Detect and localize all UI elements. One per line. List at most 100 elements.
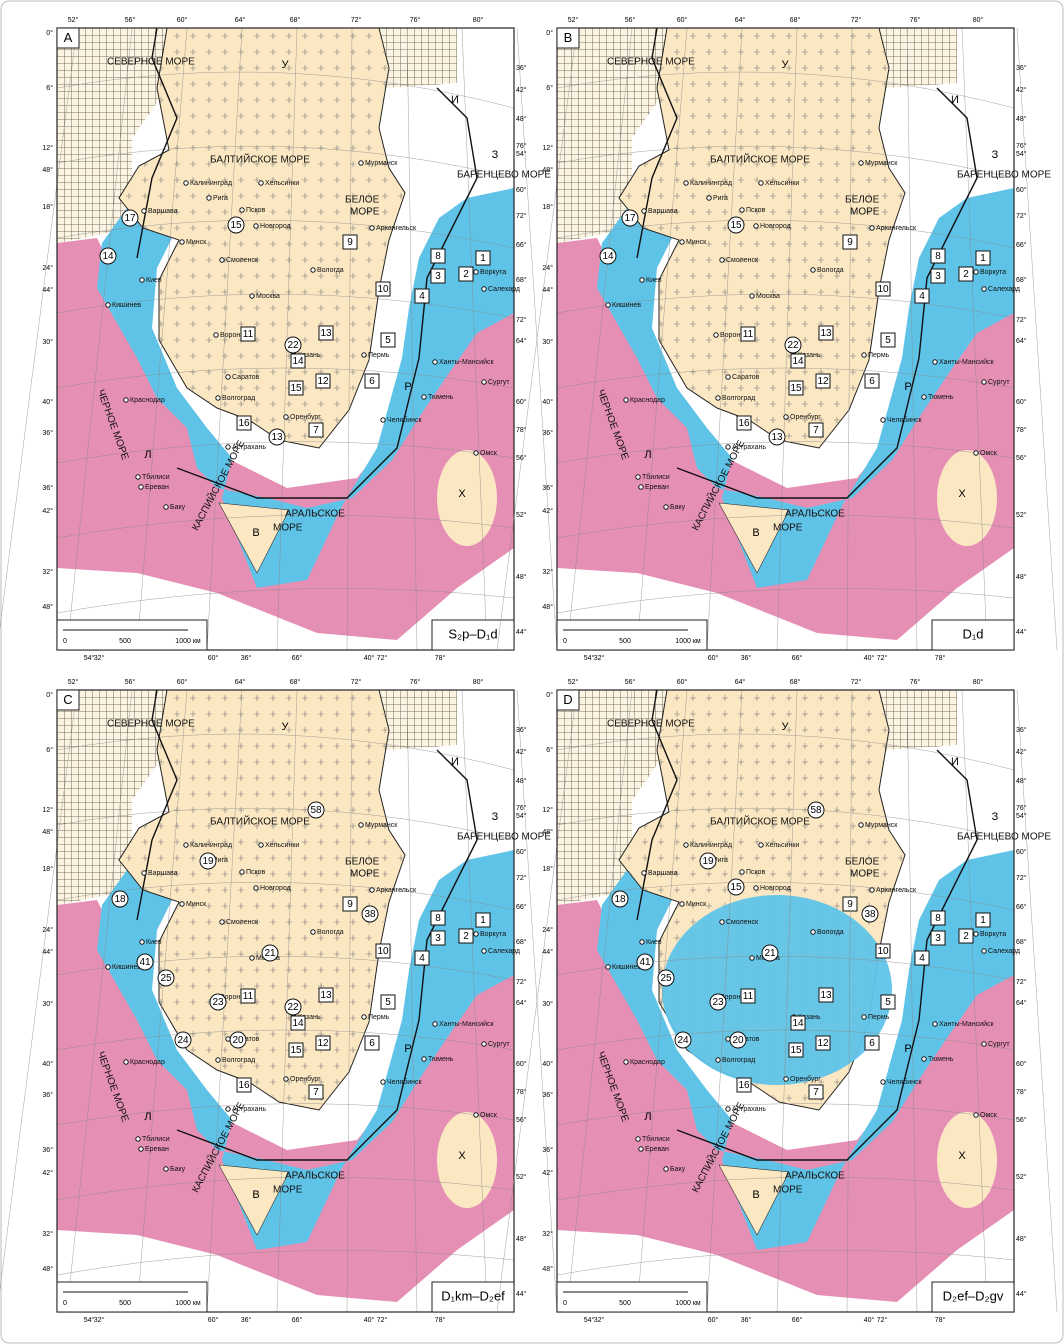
- site-box: [342, 896, 358, 912]
- lon-label: 64°: [735, 678, 746, 686]
- lat-label: 42°: [1016, 86, 1027, 94]
- site-label: 10: [377, 284, 389, 295]
- city-marker: [183, 842, 189, 848]
- lat-label: 48°: [516, 1235, 527, 1243]
- parallel: [556, 1250, 1015, 1276]
- city-marker: [105, 302, 111, 308]
- sea-label: СЕВЕРНОЕ МОРЕ: [107, 57, 195, 68]
- site-label: 2: [963, 931, 969, 942]
- city-marker: [361, 1014, 367, 1020]
- region-label: Р: [404, 381, 411, 393]
- city-marker: [981, 286, 987, 292]
- city-label: Астрахань: [232, 444, 266, 451]
- lat-label: 48°: [542, 828, 553, 836]
- city-label: Псков: [246, 207, 266, 214]
- city-label: Хельсинки: [765, 842, 799, 849]
- lon-label: 40°: [864, 654, 875, 662]
- city-label: Варшава: [648, 208, 678, 215]
- city-label: Казань: [798, 352, 821, 359]
- site-circle: [361, 905, 379, 923]
- city-marker: [758, 180, 764, 186]
- lat-label: 52°: [516, 1173, 527, 1181]
- lon-label: 40°: [364, 1316, 375, 1324]
- city-label: Волгоград: [222, 395, 255, 402]
- site-label: 2: [463, 269, 469, 280]
- region-label: З: [992, 811, 999, 823]
- site-box: [315, 1035, 331, 1051]
- lon-label: 78°: [435, 1316, 446, 1324]
- lat-label: 64°: [1016, 999, 1027, 1007]
- scale-label: 1000 км: [175, 638, 201, 645]
- lat-label: 68°: [516, 938, 527, 946]
- site-label: 1: [480, 915, 486, 926]
- site-label: 15: [790, 383, 802, 394]
- platform-boundary: [136, 689, 178, 921]
- site-circle: [768, 428, 786, 446]
- site-label: 11: [743, 991, 754, 1002]
- scale-label: 0: [563, 638, 567, 645]
- site-label: 2: [463, 931, 469, 942]
- scale-box: [556, 619, 708, 651]
- site-box: [958, 928, 974, 944]
- scale-box: [56, 1281, 208, 1313]
- meridian: [1016, 27, 1058, 651]
- city-label: Новгород: [260, 223, 291, 230]
- lon-label: 52°: [68, 16, 79, 24]
- sea-label: МОРЕ: [773, 1185, 803, 1196]
- site-label: 16: [738, 1080, 750, 1091]
- site-box: [930, 248, 946, 264]
- site-label: 16: [238, 418, 250, 429]
- parallel: [56, 1103, 515, 1126]
- site-label: 6: [869, 376, 875, 387]
- lat-label: 30°: [542, 338, 553, 346]
- sea-label: БЕЛОЕ: [845, 195, 880, 206]
- sea-label: МОРЕ: [273, 1185, 303, 1196]
- lon-label: 80°: [473, 16, 484, 24]
- site-box: [975, 912, 991, 928]
- lat-label: 42°: [42, 507, 53, 515]
- city-label: Калининград: [690, 842, 732, 849]
- city-marker: [141, 870, 147, 876]
- city-marker: [749, 955, 755, 961]
- lat-label: 0°: [546, 29, 553, 37]
- site-box: [308, 422, 324, 438]
- meridian: [776, 689, 798, 1313]
- lat-label: 48°: [42, 603, 53, 611]
- lon-label: 56°: [625, 16, 636, 24]
- city-marker: [369, 887, 375, 893]
- scale-label: 500: [119, 1300, 131, 1307]
- lon-label: 52°: [568, 16, 579, 24]
- city-marker: [663, 504, 669, 510]
- city-label: Сургут: [988, 1041, 1010, 1048]
- lat-label: 30°: [42, 1000, 53, 1008]
- meridian: [66, 689, 133, 1313]
- lat-label: 18°: [542, 865, 553, 873]
- sea-label: БАЛТИЙСКОЕ МОРЕ: [710, 815, 810, 828]
- site-label: 21: [264, 948, 276, 959]
- lat-label: 12°: [542, 144, 553, 152]
- region-label: Р: [904, 1043, 911, 1055]
- sea-label: СЕВЕРНОЕ МОРЕ: [107, 719, 195, 730]
- site-circle: [227, 216, 245, 234]
- site-label: 1: [980, 915, 986, 926]
- lon-label: 32°: [94, 654, 105, 662]
- city-label: Воронеж: [720, 994, 749, 1001]
- city-marker: [861, 352, 867, 358]
- city-marker: [679, 901, 685, 907]
- site-box: [958, 266, 974, 282]
- site-box: [375, 943, 391, 959]
- site-box: [315, 373, 331, 389]
- site-circle: [284, 998, 302, 1016]
- parallel: [56, 367, 515, 389]
- lat-label: 48°: [1016, 115, 1027, 123]
- city-marker: [213, 332, 219, 338]
- site-label: 7: [813, 1087, 819, 1098]
- city-marker: [623, 397, 629, 403]
- pink-zone: [557, 900, 1014, 1302]
- city-marker: [713, 332, 719, 338]
- city-marker: [981, 379, 987, 385]
- platform-boundary: [176, 87, 478, 499]
- land-pattern: [119, 690, 405, 1110]
- site-box: [458, 266, 474, 282]
- site-circle: [727, 216, 745, 234]
